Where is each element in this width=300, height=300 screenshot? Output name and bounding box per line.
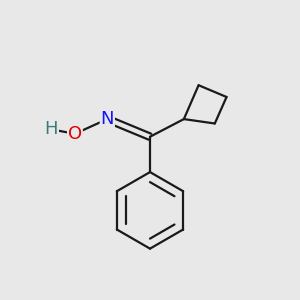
Text: H: H [45, 120, 58, 138]
Text: O: O [68, 125, 82, 143]
Text: N: N [100, 110, 114, 128]
